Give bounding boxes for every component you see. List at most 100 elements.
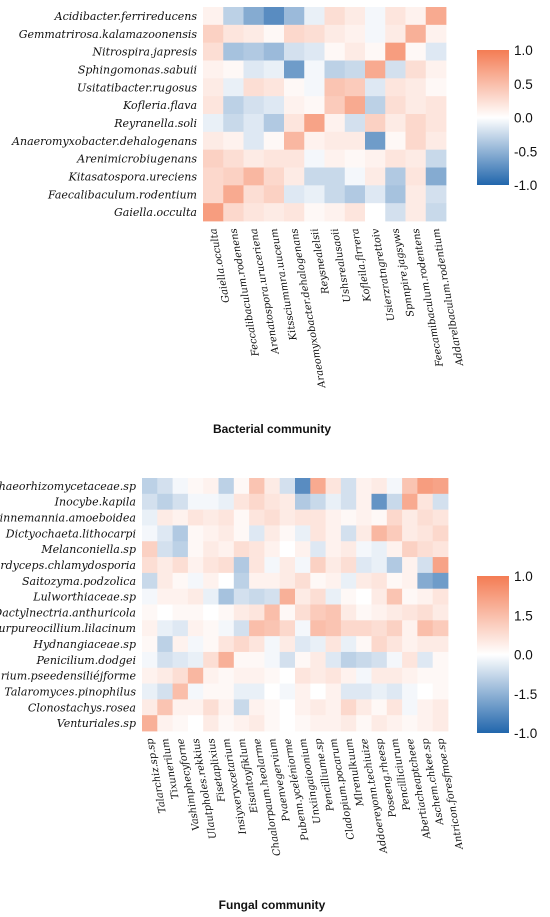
heatmap-cell <box>304 60 325 79</box>
heatmap-cell <box>249 525 265 542</box>
heatmap-cell <box>340 667 357 684</box>
heatmap-cell <box>187 493 204 511</box>
heatmap-cell <box>371 699 388 716</box>
heatmap-cell <box>157 493 173 511</box>
heatmap-cell <box>356 541 372 558</box>
row-label: Fusarium.pseedensiliéjforme <box>0 670 136 683</box>
heatmap-cell <box>233 478 250 495</box>
heatmap-cell <box>324 114 346 133</box>
heatmap-cell <box>142 541 158 558</box>
column-label: Ushsrealusaoii <box>330 227 354 303</box>
row-label: Dactylnectria.anthuricola <box>0 606 136 619</box>
heatmap-cell <box>417 478 434 495</box>
heatmap-cell <box>325 651 342 669</box>
heatmap-cell <box>385 78 406 97</box>
heatmap-cell <box>417 667 434 684</box>
heatmap-cell <box>263 42 285 61</box>
heatmap-cell <box>187 604 204 621</box>
heatmap-cell <box>284 149 305 168</box>
heatmap-cell <box>172 493 189 511</box>
heatmap-cell <box>223 149 244 168</box>
heatmap-cell <box>324 60 346 79</box>
heatmap-cell <box>402 557 418 574</box>
heatmap-cell <box>417 620 434 637</box>
heatmap-cell <box>172 715 189 732</box>
heatmap-cell <box>371 509 388 526</box>
heatmap-cell <box>263 185 285 204</box>
heatmap-cell <box>187 541 204 558</box>
heatmap-cell <box>371 588 388 605</box>
heatmap-cell <box>142 604 158 621</box>
heatmap-cell <box>425 167 447 186</box>
heatmap-cell <box>279 620 296 637</box>
heatmap-cell <box>425 24 447 44</box>
heatmap-cell <box>284 78 305 97</box>
heatmap-cell <box>371 683 388 700</box>
heatmap-cell <box>233 557 250 574</box>
heatmap-cell <box>325 509 342 526</box>
heatmap-cell <box>187 636 204 653</box>
heatmap-cell <box>233 588 250 605</box>
heatmap-cell <box>310 509 326 526</box>
heatmap-cell <box>284 42 305 61</box>
heatmap-cell <box>223 60 244 79</box>
row-label: Clonostachys.rosea <box>28 701 136 714</box>
heatmap-cell <box>325 604 342 621</box>
heatmap-cell <box>172 509 189 526</box>
heatmap-cell <box>310 588 326 605</box>
heatmap-cell <box>417 509 434 526</box>
heatmap-cell <box>279 525 296 542</box>
heatmap-cell <box>402 509 418 526</box>
heatmap-cell <box>218 557 235 574</box>
heatmap-cell <box>249 572 265 590</box>
heatmap-cell <box>432 478 449 495</box>
heatmap-cell <box>243 114 265 133</box>
heatmap-cell <box>142 715 158 732</box>
heatmap-cell <box>365 167 386 186</box>
heatmap-cell <box>425 203 447 222</box>
row-label: Kitasatospora.ureciens <box>68 170 198 183</box>
legend-tick-label: 0.0 <box>514 648 533 663</box>
heatmap-cell <box>402 651 418 669</box>
heatmap-cell <box>157 588 173 605</box>
heatmap-cell <box>279 699 296 716</box>
heatmap-cell <box>218 493 235 511</box>
heatmap-cell <box>279 478 296 495</box>
heatmap-cell <box>340 683 357 700</box>
heatmap-cell <box>249 620 265 637</box>
heatmap-cell <box>365 78 386 97</box>
heatmap-cell <box>432 588 449 605</box>
heatmap-cell <box>385 7 406 26</box>
heatmap-cell <box>325 620 342 637</box>
heatmap-cell <box>142 683 158 700</box>
heatmap-cell <box>264 572 281 590</box>
heatmap-cell <box>223 96 244 115</box>
heatmap-cell <box>243 131 265 151</box>
heatmap-cell <box>356 509 372 526</box>
heatmap-cell <box>279 572 296 590</box>
heatmap-cell <box>356 620 372 637</box>
heatmap-cell <box>386 572 403 590</box>
heatmap-cell <box>264 651 281 669</box>
heatmap-cell <box>304 42 325 61</box>
heatmap-cell <box>172 699 189 716</box>
legend-tick-label: -1.0 <box>514 178 537 193</box>
row-label: Faecalibaculum.rodentium <box>47 188 197 201</box>
heatmap-cell <box>324 24 346 44</box>
heatmap-cell <box>218 620 235 637</box>
heatmap-cell <box>340 715 357 732</box>
heatmap-cell <box>340 525 357 542</box>
row-label: Usitatibacter.rugosus <box>77 81 197 94</box>
heatmap-cell <box>386 620 403 637</box>
heatmap-cell <box>386 588 403 605</box>
heatmap-cell <box>249 509 265 526</box>
heatmap-cell <box>405 60 427 79</box>
heatmap-cell <box>386 699 403 716</box>
heatmap-cell <box>263 167 285 186</box>
heatmap-cell <box>340 572 357 590</box>
heatmap-cell <box>385 60 406 79</box>
heatmap-cell <box>417 493 434 511</box>
heatmap-cell <box>295 572 311 590</box>
heatmap-cell <box>264 478 281 495</box>
